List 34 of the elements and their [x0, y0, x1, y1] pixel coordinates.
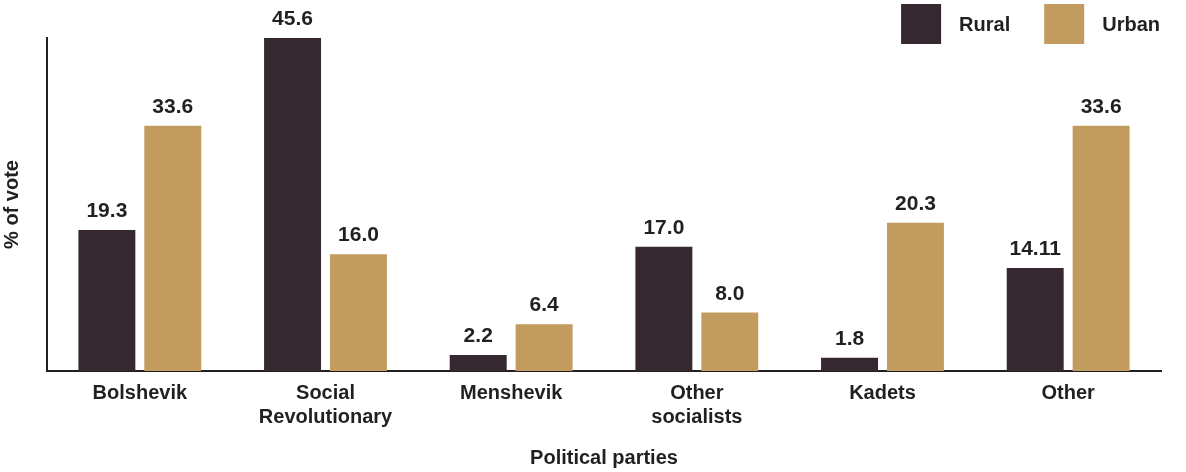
- legend-label: Rural: [959, 12, 1011, 35]
- data-label: 19.3: [86, 198, 128, 222]
- y-axis-title: % of vote: [0, 160, 22, 249]
- bar: [78, 230, 136, 371]
- data-label: 17.0: [643, 214, 685, 238]
- bar: [886, 222, 944, 371]
- bar: [1006, 267, 1064, 371]
- data-label: 33.6: [1080, 93, 1122, 117]
- bar: [144, 125, 202, 371]
- bar: [635, 246, 693, 371]
- x-tick-label: Other socialists: [651, 380, 743, 427]
- x-axis-title: Political parties: [530, 445, 678, 468]
- bar: [264, 38, 322, 371]
- x-tick-label: Bolshevik: [92, 380, 188, 403]
- data-label: 16.0: [338, 222, 379, 246]
- data-label: 14.11: [1009, 235, 1062, 259]
- data-label: 45.6: [272, 6, 313, 29]
- x-tick-label: Other: [1041, 380, 1096, 403]
- bar: [329, 254, 387, 371]
- bar: [449, 354, 507, 371]
- bar: [821, 357, 879, 371]
- data-label: 8.0: [715, 280, 745, 304]
- data-label: 2.2: [463, 322, 493, 346]
- data-label: 1.8: [834, 325, 865, 349]
- x-tick-label: Kadets: [849, 380, 916, 403]
- data-label: 33.6: [152, 93, 194, 117]
- bar: [515, 324, 573, 371]
- legend-label: Urban: [1102, 12, 1161, 35]
- bar: [701, 312, 759, 371]
- data-label: 20.3: [895, 190, 936, 214]
- bar: [1072, 125, 1130, 371]
- x-tick-label: Social Revolutionary: [258, 380, 394, 427]
- data-label: 6.4: [529, 292, 560, 316]
- x-tick-label: Menshevik: [460, 380, 564, 403]
